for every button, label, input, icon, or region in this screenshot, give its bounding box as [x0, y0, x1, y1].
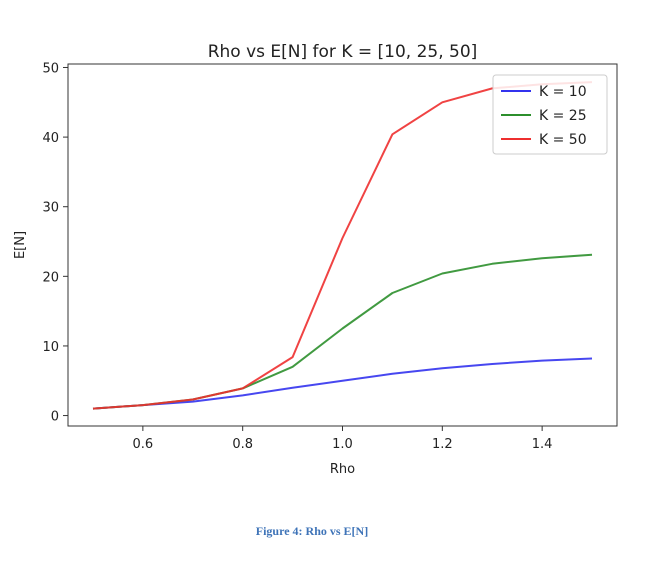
x-tick-label: 0.8 [232, 437, 253, 452]
legend-label: K = 25 [539, 108, 587, 124]
y-tick-label: 40 [42, 131, 59, 146]
x-tick-label: 0.6 [133, 437, 154, 452]
y-axis: 0 10 20 30 40 50 [42, 61, 68, 425]
legend: K = 10 K = 25 K = 50 [492, 74, 608, 155]
y-tick-label: 0 [51, 410, 59, 425]
series-line-1 [92, 357, 593, 410]
legend-label: K = 10 [539, 84, 587, 100]
y-tick-label: 20 [42, 270, 59, 285]
chart: Rho vs E[N] for K = [10, 25, 50] 0.6 0.8 1… [13, 42, 618, 477]
series-line-2 [92, 253, 593, 410]
chart-title: Rho vs E[N] for K = [10, 25, 50] [208, 42, 478, 62]
x-tick-label: 1.0 [332, 437, 353, 452]
y-axis-label: E[N] [13, 231, 28, 259]
legend-label: K = 50 [539, 132, 587, 148]
x-tick-label: 1.2 [432, 437, 453, 452]
y-tick-label: 50 [42, 61, 59, 76]
legend-box [492, 74, 608, 155]
y-tick-label: 30 [42, 201, 59, 216]
y-tick-label: 10 [42, 340, 59, 355]
x-tick-label: 1.4 [532, 437, 553, 452]
x-axis: 0.6 0.8 1.0 1.2 1.4 [133, 426, 553, 452]
figure-caption: Figure 4: Rho vs E[N] [255, 524, 369, 538]
x-axis-label: Rho [330, 462, 355, 477]
